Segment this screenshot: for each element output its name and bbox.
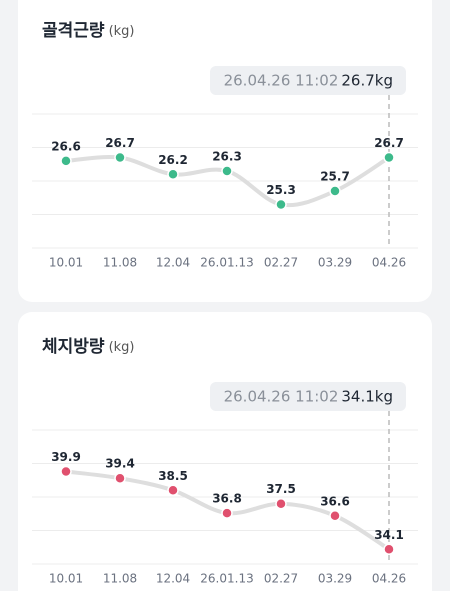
data-point [383, 151, 395, 164]
data-point [60, 465, 72, 478]
x-tick-label: 12.04 [156, 256, 190, 270]
data-point [167, 168, 179, 181]
title-text: 골격근량 [42, 21, 105, 41]
value-label: 26.7 [105, 136, 135, 150]
unit-text: (kg) [109, 24, 135, 39]
x-tick-label: 04.26 [372, 572, 406, 586]
data-point [60, 155, 72, 167]
unit-text: (kg) [109, 340, 135, 355]
x-tick-label: 12.04 [156, 572, 190, 586]
x-tick-label: 26.01.13 [200, 256, 253, 270]
chart-title: 골격근량 (kg) [42, 21, 135, 41]
value-label: 25.3 [266, 183, 296, 197]
x-tick-label: 02.27 [264, 256, 298, 270]
x-tick-label: 11.08 [103, 572, 137, 586]
data-point [221, 507, 233, 519]
x-tick-label: 03.29 [318, 256, 352, 270]
x-tick-label: 10.01 [49, 572, 83, 586]
value-label: 26.6 [51, 139, 81, 153]
value-label: 25.7 [320, 170, 350, 184]
x-tick-label: 10.01 [49, 256, 83, 270]
x-tick-label: 04.26 [372, 256, 406, 270]
value-label: 26.7 [374, 136, 404, 150]
value-label: 39.9 [51, 450, 81, 464]
data-point [275, 198, 287, 211]
tooltip-value: 34.1kg [341, 388, 393, 406]
chart-title: 체지방량 (kg) [42, 337, 135, 357]
data-point [383, 543, 395, 556]
data-point [167, 484, 179, 497]
value-label: 36.8 [212, 492, 242, 506]
value-label: 26.3 [212, 149, 242, 163]
data-point [114, 472, 126, 484]
tooltip-time: 26.04.26 11:02 [224, 72, 339, 90]
data-point [329, 185, 341, 197]
value-label: 26.2 [158, 153, 188, 167]
tooltip-value: 26.7kg [341, 72, 393, 90]
data-point [221, 165, 233, 177]
tooltip-time: 26.04.26 11:02 [224, 388, 339, 406]
value-label: 37.5 [266, 482, 296, 496]
title-text: 체지방량 [42, 337, 105, 357]
value-label: 39.4 [105, 457, 135, 471]
tooltip [210, 66, 406, 95]
x-tick-label: 03.29 [318, 572, 352, 586]
value-label: 38.5 [158, 469, 188, 483]
data-point [114, 151, 126, 164]
data-point [329, 510, 341, 522]
data-point [275, 497, 287, 510]
tooltip [210, 382, 406, 411]
card [18, 312, 432, 591]
value-label: 34.1 [374, 528, 404, 542]
x-tick-label: 26.01.13 [200, 572, 253, 586]
value-label: 36.6 [320, 494, 350, 508]
x-tick-label: 11.08 [103, 256, 137, 270]
x-tick-label: 02.27 [264, 572, 298, 586]
